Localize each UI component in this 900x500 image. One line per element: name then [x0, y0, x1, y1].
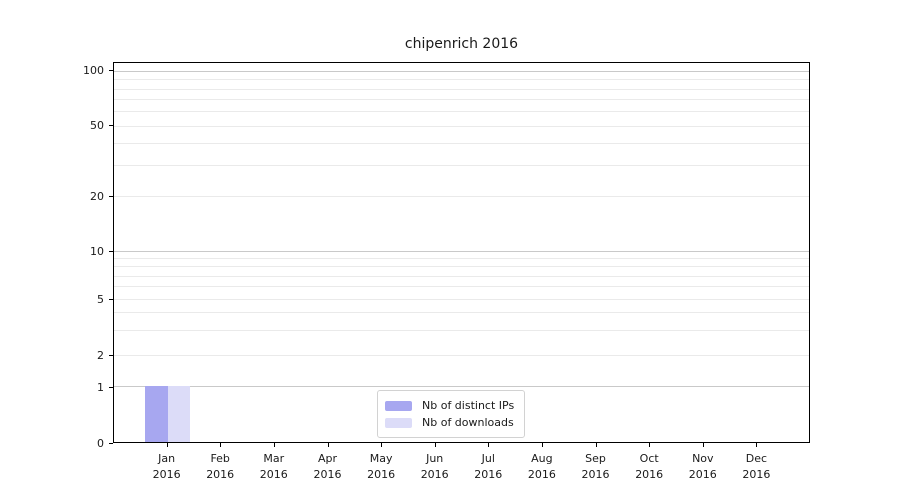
y-tick-label: 2 [97, 348, 104, 362]
y-tick-label: 10 [90, 244, 104, 258]
gridline-y-10 [114, 251, 809, 252]
x-tick-mark [166, 443, 168, 447]
y-tick-mark [109, 196, 113, 197]
x-tick-mark [702, 443, 704, 447]
x-tick-mark [756, 443, 758, 447]
gridline-y-9 [114, 258, 809, 260]
x-tick-year: 2016 [206, 468, 235, 481]
gridline-y-100 [114, 71, 809, 72]
x-tick-mark [327, 443, 329, 447]
x-tick-year: 2016 [581, 468, 610, 481]
gridline-y-90 [114, 79, 809, 81]
y-tick-label: 0 [97, 436, 104, 450]
y-tick-label: 20 [90, 189, 104, 203]
legend-row: Nb of distinct IPs [385, 397, 514, 414]
x-tick-mark [595, 443, 597, 447]
gridline-y-1 [114, 386, 809, 388]
legend-label: Nb of distinct IPs [422, 399, 515, 412]
y-tick-label: 1 [97, 380, 104, 394]
legend-row: Nb of downloads [385, 414, 514, 431]
x-tick-label: Aug 2016 [528, 451, 556, 483]
x-tick-label: Oct 2016 [635, 451, 663, 483]
y-tick-mark [109, 251, 113, 252]
legend: Nb of distinct IPs Nb of downloads [377, 390, 526, 438]
x-tick-label: Apr 2016 [314, 451, 342, 483]
x-tick-year: 2016 [688, 468, 717, 481]
x-tick-label: Jun 2016 [421, 451, 449, 483]
legend-label: Nb of downloads [422, 416, 514, 429]
y-tick-mark [109, 299, 113, 300]
x-tick-month: Feb [210, 452, 230, 465]
x-tick-mark [381, 443, 383, 447]
gridline-y-6 [114, 286, 809, 288]
y-tick-label: 50 [90, 118, 104, 132]
gridline-y-80 [114, 88, 809, 90]
x-tick-year: 2016 [313, 468, 342, 481]
gridline-y-8 [114, 266, 809, 268]
y-tick-mark [109, 443, 113, 444]
legend-swatch [385, 400, 412, 411]
gridline-y-4 [114, 312, 809, 314]
y-tick-label: 5 [97, 292, 104, 306]
x-tick-mark [541, 443, 543, 447]
gridline-y-5 [114, 298, 809, 300]
x-tick-label: Jan 2016 [153, 451, 181, 483]
gridline-y-60 [114, 111, 809, 113]
x-tick-year: 2016 [367, 468, 396, 481]
x-tick-label: Nov 2016 [689, 451, 717, 483]
y-tick-mark [109, 125, 113, 126]
y-tick-mark [109, 70, 113, 71]
x-tick-year: 2016 [259, 468, 288, 481]
gridline-y-20 [114, 196, 809, 198]
chart-title: chipenrich 2016 [404, 36, 519, 52]
gridline-y-40 [114, 142, 809, 144]
gridline-y-50 [114, 125, 809, 127]
gridline-y-30 [114, 165, 809, 167]
x-tick-label: Sep 2016 [582, 451, 610, 483]
x-tick-year: 2016 [420, 468, 449, 481]
x-tick-month: Jun [426, 452, 444, 465]
x-tick-label: Dec 2016 [742, 451, 770, 483]
x-tick-month: Oct [639, 452, 659, 465]
x-tick-year: 2016 [527, 468, 556, 481]
plot-area: Nb of distinct IPs Nb of downloads [113, 62, 810, 443]
x-tick-mark [273, 443, 275, 447]
bar-nb-of-distinct-ips [145, 386, 168, 442]
x-tick-month: Jul [481, 452, 495, 465]
x-tick-label: Mar 2016 [260, 451, 288, 483]
x-tick-year: 2016 [474, 468, 503, 481]
gridline-y-3 [114, 329, 809, 331]
x-tick-year: 2016 [635, 468, 664, 481]
x-tick-mark [488, 443, 490, 447]
x-tick-month: Nov [692, 452, 714, 465]
x-tick-month: Aug [531, 452, 553, 465]
y-tick-mark [109, 355, 113, 356]
y-tick-mark [109, 387, 113, 388]
x-tick-year: 2016 [152, 468, 181, 481]
x-tick-month: May [369, 452, 393, 465]
x-tick-month: Mar [263, 452, 285, 465]
x-tick-month: Apr [317, 452, 338, 465]
x-tick-year: 2016 [742, 468, 771, 481]
bar-nb-of-downloads [167, 386, 190, 442]
x-tick-label: Feb 2016 [206, 451, 234, 483]
x-tick-label: Jul 2016 [474, 451, 502, 483]
gridline-y-70 [114, 99, 809, 101]
gridline-y-2 [114, 354, 809, 356]
x-tick-month: Sep [585, 452, 606, 465]
x-tick-mark [649, 443, 651, 447]
x-tick-mark [220, 443, 222, 447]
x-tick-label: May 2016 [367, 451, 395, 483]
x-tick-month: Dec [745, 452, 768, 465]
gridline-y-7 [114, 275, 809, 277]
x-tick-mark [434, 443, 436, 447]
x-tick-month: Jan [158, 452, 176, 465]
y-tick-label: 100 [83, 63, 104, 77]
legend-swatch [385, 417, 412, 428]
